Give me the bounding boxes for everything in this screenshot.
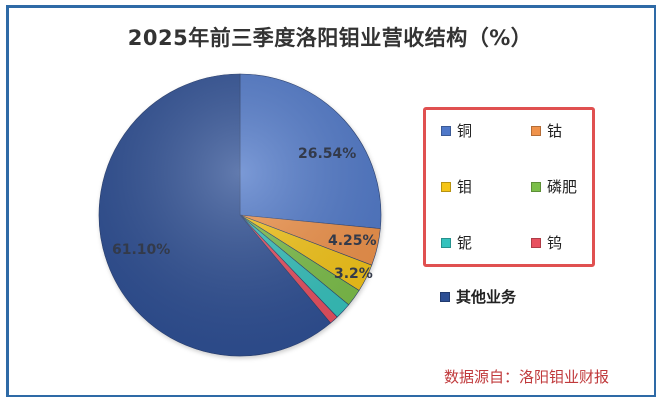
label-other: 61.10% [112,242,171,258]
legend-box: 铜 钴 钼 磷肥 铌 钨 [423,107,595,267]
legend-swatch-niobium [441,237,451,248]
source-note: 数据源自：洛阳钼业财报 [444,368,610,386]
legend-swatch-tungsten [531,237,541,248]
legend-item-cobalt: 钴 [531,120,562,141]
chart-title: 2025年前三季度洛阳钼业营收结构（%） [127,26,533,50]
legend-item-copper: 铜 [441,120,472,141]
legend-swatch-other [440,291,450,302]
label-copper: 26.54% [298,146,357,162]
legend-item-phosphate: 磷肥 [531,176,577,197]
legend-item-tungsten: 钨 [531,232,562,253]
label-molybdenum: 3.2% [334,266,373,282]
label-cobalt: 4.25% [328,233,377,249]
legend-swatch-cobalt [531,125,541,136]
legend-swatch-molybdenum [441,181,451,192]
legend-swatch-phosphate [531,181,541,192]
legend-item-niobium: 铌 [441,232,472,253]
legend-item-other: 其他业务 [440,286,516,307]
legend-item-molybdenum: 钼 [441,176,472,197]
legend-swatch-copper [441,125,451,136]
